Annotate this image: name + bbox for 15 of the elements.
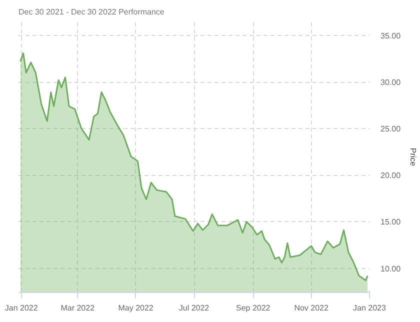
- y-tick-label: 35.00: [380, 31, 402, 40]
- x-tick-label: Jan 2022: [4, 304, 38, 312]
- y-tick-label: 15.00: [380, 218, 402, 227]
- y-tick-label: 20.00: [380, 171, 402, 180]
- x-tick-label: Jul 2022: [178, 304, 210, 312]
- chart-title: Dec 30 2021 - Dec 30 2022 Performance: [18, 8, 165, 16]
- x-tick-label: May 2022: [118, 304, 154, 312]
- y-tick-label: 30.00: [380, 78, 402, 88]
- x-tick-label: Sep 2022: [236, 304, 271, 312]
- y-tick-label: 25.00: [380, 124, 402, 134]
- y-axis-title: Price: [408, 148, 418, 167]
- x-tick-label: Jan 2023: [353, 304, 387, 312]
- y-tick-label: 10.00: [380, 264, 402, 274]
- x-tick-label: Mar 2022: [60, 304, 96, 312]
- x-tick-label: Nov 2022: [294, 304, 329, 312]
